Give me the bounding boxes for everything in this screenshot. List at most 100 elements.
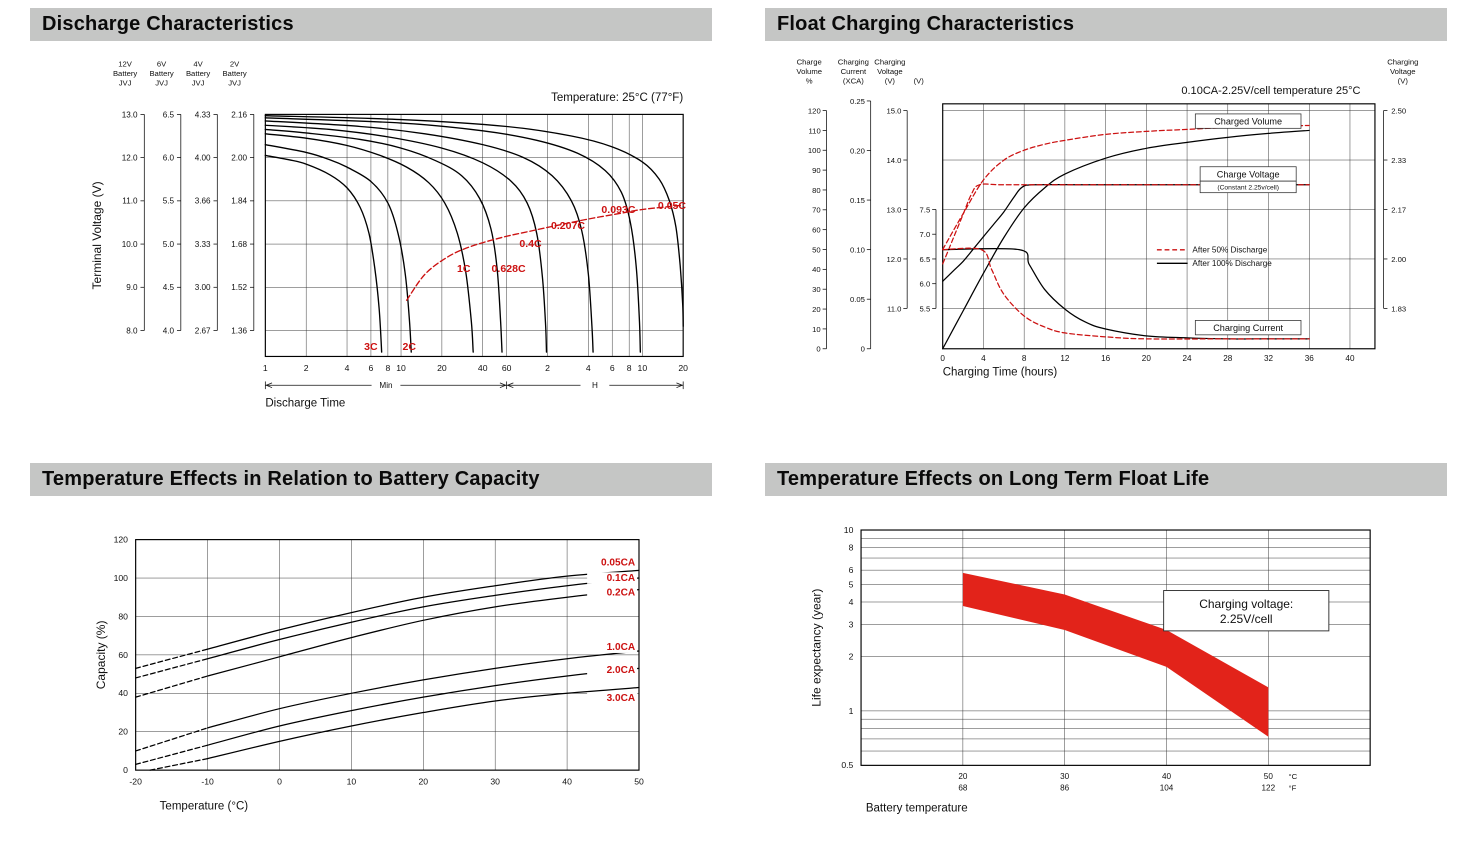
curve-end-of-discharge-locus xyxy=(405,204,684,301)
curve-label-0.2CA: 0.2CA xyxy=(607,587,636,598)
x-tick-label: 30 xyxy=(490,776,500,786)
x-tick-label: 20 xyxy=(437,363,447,373)
x-tick-label: 40 xyxy=(1345,354,1355,363)
x-tick-label: 1 xyxy=(263,363,268,373)
y-tick-label: 6.5 xyxy=(163,110,175,119)
y-tick-label: 3.66 xyxy=(195,197,211,206)
axis-header: Charge xyxy=(797,57,822,66)
curve-0.4C xyxy=(264,124,548,353)
x-tick-label: 4 xyxy=(981,354,986,363)
temperature-note: Temperature: 25°C (77°F) xyxy=(551,92,683,104)
discharge-header: Discharge Characteristics xyxy=(30,8,712,41)
y-tick-label: 1.84 xyxy=(231,197,247,206)
curve-charging-current-after-50 xyxy=(942,247,1310,340)
axis-tick-label: 50 xyxy=(812,245,821,254)
curve-label-1.0CA: 1.0CA xyxy=(607,642,636,653)
y-axis-header: 6V xyxy=(157,59,167,68)
y-tick-label: 40 xyxy=(118,688,128,698)
y-axis-header: 2V xyxy=(230,59,240,68)
curve-label-1C: 1C xyxy=(457,263,471,275)
y-tick-label: 9.0 xyxy=(126,283,138,292)
axis-tick-label: 2.33 xyxy=(1391,156,1406,165)
y-axis-title: Capacity (%) xyxy=(94,620,108,689)
axis-tick-label: 2.00 xyxy=(1391,255,1406,264)
panel-float-charging: Float Charging Characteristics 0 4 8 12 16 20… xyxy=(765,8,1447,421)
x-tick-label: 50 xyxy=(634,776,644,786)
y-tick-label: 5.0 xyxy=(163,240,175,249)
legend-label: After 50% Discharge xyxy=(1192,246,1267,255)
axis-tick-label: 1.83 xyxy=(1391,304,1406,313)
y-axis-header: Battery xyxy=(149,69,173,78)
axis-tick-label: 11.0 xyxy=(887,304,901,313)
y-tick-label: 10.0 xyxy=(122,240,138,249)
x-tick-label: 12 xyxy=(1060,354,1070,363)
axis-tick-label: 30 xyxy=(812,285,821,294)
float-charging-chart: 0 4 8 12 16 20 24 28 32 36 40 Charging Time (hours)… xyxy=(796,57,1418,377)
x-tick-label-celsius: 30 xyxy=(1060,772,1070,781)
curve-sublabel-box xyxy=(1199,180,1297,194)
curve-label-3.0CA: 3.0CA xyxy=(607,693,636,704)
float-charging-title: Float Charging Characteristics xyxy=(777,13,1075,35)
axis-tick-label: 90 xyxy=(812,166,821,175)
annotation-box xyxy=(1163,589,1330,632)
curve-label-bg xyxy=(587,664,638,676)
curve-charged-volume-after-50 xyxy=(942,124,1310,251)
x-axis-title: Temperature (°C) xyxy=(160,800,249,812)
x-tick-label: 20 xyxy=(1142,354,1152,363)
axis-tick-label: 20 xyxy=(812,305,821,314)
x-tick-label-fahrenheit: 122 xyxy=(1262,783,1276,792)
section-label-bg xyxy=(580,380,610,391)
y-tick-label: 6.0 xyxy=(163,154,175,163)
x-tick-label: 36 xyxy=(1305,354,1315,363)
y-tick-label: 0 xyxy=(123,765,128,775)
x-tick-label: 8 xyxy=(627,363,632,373)
section-label-bg xyxy=(371,380,401,391)
y-tick-label: 6 xyxy=(849,565,854,575)
axis-tick-label: 0 xyxy=(816,345,820,354)
x-axis-title: Discharge Time xyxy=(265,397,345,409)
x-tick-label: 8 xyxy=(385,363,390,373)
panel-discharge: Discharge Characteristics 1 2 4 6 8 10 20 40 60 2… xyxy=(30,8,712,421)
y-tick-label: 10 xyxy=(844,525,854,535)
x-tick-label: 6 xyxy=(369,363,374,373)
curve-label-0.05CA: 0.05CA xyxy=(601,557,636,568)
curve-label-3C: 3C xyxy=(364,341,378,353)
discharge-title: Discharge Characteristics xyxy=(42,13,294,35)
panel-temp-capacity: Temperature Effects in Relation to Batte… xyxy=(30,462,712,823)
y-tick-label: 20 xyxy=(118,726,128,736)
curve-dashed-2.0CA xyxy=(135,744,209,765)
x-tick-label: 4 xyxy=(586,363,591,373)
x-tick-label: 16 xyxy=(1101,354,1111,363)
x-tick-label: 0 xyxy=(940,354,945,363)
axis-tick-label: 2.17 xyxy=(1391,205,1406,214)
curve-label-bg xyxy=(587,556,638,569)
curve-label-box xyxy=(1194,113,1302,129)
y-tick-label: 4.0 xyxy=(163,326,175,335)
x-tick-label: 10 xyxy=(638,363,648,373)
curve-0.207C xyxy=(264,120,594,353)
x-tick-label: 6 xyxy=(610,363,615,373)
y-tick-label: 8.0 xyxy=(126,326,138,335)
curve-label-0.628C: 0.628C xyxy=(492,263,526,275)
axis-tick-label: 0.20 xyxy=(850,146,865,155)
annotation-line-2: 2.25V/cell xyxy=(1220,612,1273,626)
curve-label: Charged Volume xyxy=(1214,116,1282,126)
y-axis-header: JVJ xyxy=(119,79,132,88)
curve-dashed-0.2CA xyxy=(135,675,209,698)
curve-label-bg xyxy=(587,586,638,599)
x-tick-label: 20 xyxy=(418,776,428,786)
axis-unit: (V) xyxy=(885,77,896,86)
y-tick-label: 2.00 xyxy=(231,154,247,163)
y-tick-label: 11.0 xyxy=(122,197,138,206)
curve-0.1CA xyxy=(206,577,640,660)
axis-unit: (V) xyxy=(1398,77,1409,86)
axis-tick-label: 2.50 xyxy=(1391,106,1406,115)
y-tick-label: 8 xyxy=(849,542,854,552)
axis-tick-label: 0 xyxy=(861,345,865,354)
x-tick-label: 4 xyxy=(345,363,350,373)
y-tick-label: 2.67 xyxy=(195,326,211,335)
y-axis-header: Battery xyxy=(186,69,210,78)
curve-0.628C xyxy=(264,128,503,353)
y-tick-label: 2 xyxy=(849,651,854,661)
x-tick-label: 24 xyxy=(1183,354,1193,363)
